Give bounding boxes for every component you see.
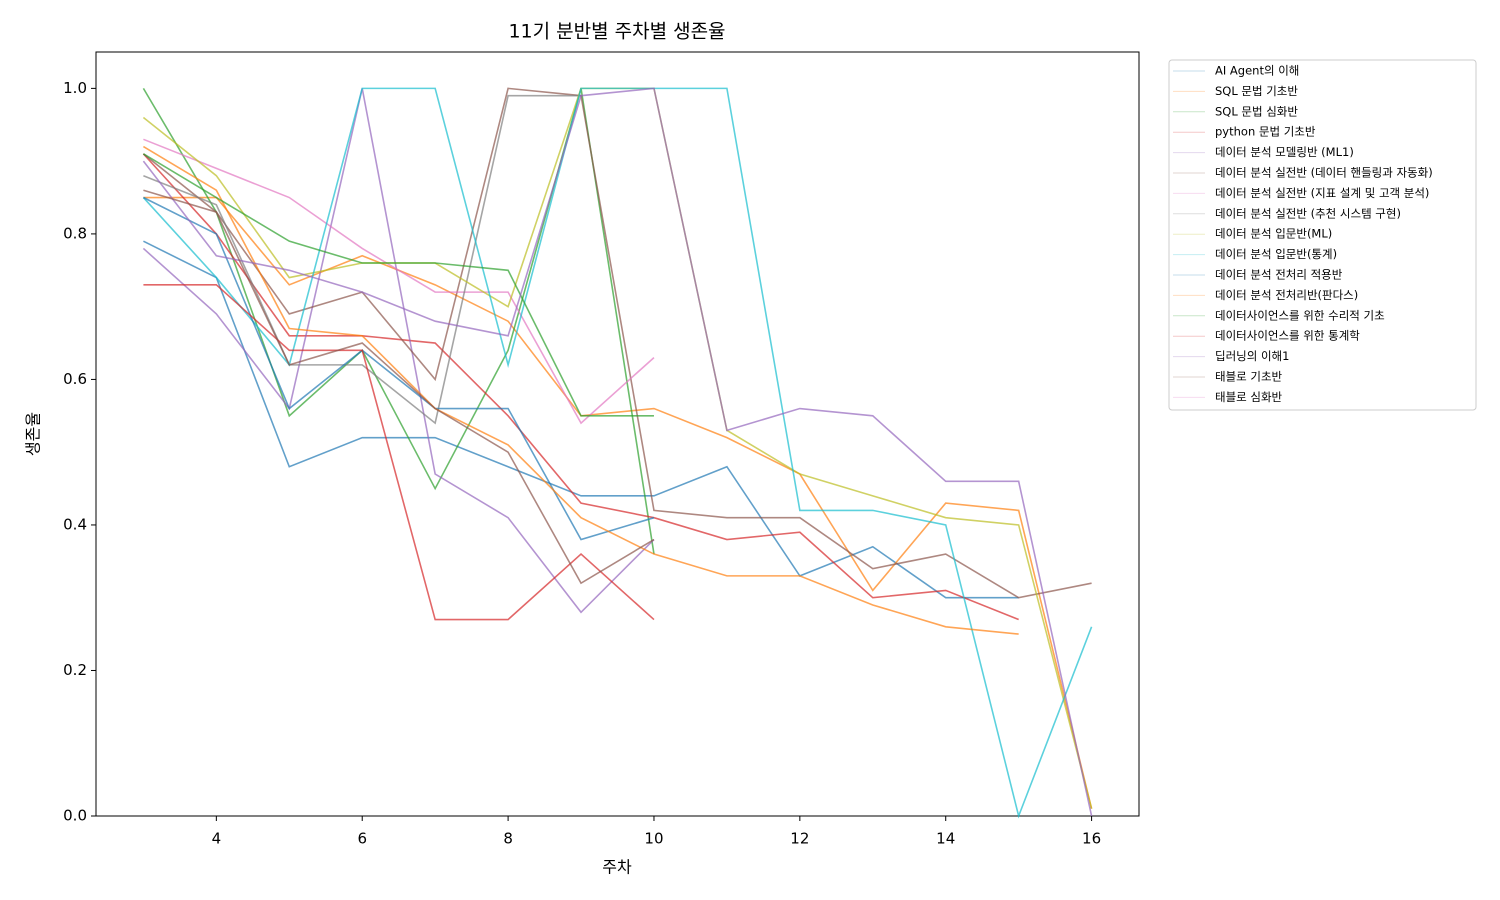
y-tick-label: 0.0 [63, 807, 87, 825]
x-tick-label: 14 [936, 830, 955, 848]
series-line [142, 87, 1093, 819]
series-line [143, 196, 655, 541]
chart-title: 11기 분반별 주차별 생존율 [508, 21, 725, 43]
x-tick-label: 6 [357, 830, 367, 848]
y-tick-label: 0.6 [63, 370, 87, 388]
legend-box [1168, 59, 1477, 411]
legend-label: 데이터 분석 실전반 (데이터 핸들링과 자동화) [1215, 166, 1433, 180]
legend-label: 데이터 분석 실전반 (추천 시스템 구현) [1215, 206, 1401, 220]
legend-label: 태블로 기초반 [1215, 370, 1283, 384]
x-axis-label: 주차 [602, 858, 632, 877]
series-line [143, 94, 582, 425]
x-tick-label: 10 [644, 830, 663, 848]
legend-label: SQL 문법 기초반 [1215, 84, 1298, 98]
x-tick-label: 16 [1082, 830, 1101, 848]
legend-label: python 문법 기초반 [1215, 125, 1316, 139]
series-line [142, 87, 1093, 817]
series-line [142, 145, 1019, 635]
series-line [142, 88, 655, 614]
series-line [143, 138, 655, 425]
y-tick-label: 0.4 [63, 515, 87, 533]
y-tick-label: 0.8 [63, 224, 87, 242]
legend-label: SQL 문법 심화반 [1215, 104, 1298, 118]
series-line [143, 284, 655, 621]
series-line [143, 240, 1019, 599]
series-line [142, 153, 1019, 621]
series-line [142, 153, 654, 417]
series-line [142, 87, 1092, 599]
legend-label: 데이터 분석 실전반 (지표 설계 및 고객 분석) [1215, 186, 1429, 200]
x-tick-label: 12 [790, 830, 809, 848]
legend-label: 데이터 분석 모델링반 (ML1) [1215, 145, 1354, 159]
series-line [143, 196, 1093, 809]
legend-label: 딥러닝의 이해1 [1215, 349, 1289, 363]
legend-label: 데이터사이언스를 위한 통계학 [1215, 329, 1360, 343]
legend-label: 데이터 분석 입문반(ML) [1215, 227, 1332, 241]
legend-label: 데이터사이언스를 위한 수리적 기초 [1215, 308, 1385, 322]
y-tick-label: 1.0 [63, 79, 87, 97]
series-line [143, 189, 655, 585]
legend-label: 데이터 분석 전처리 적용반 [1215, 268, 1343, 282]
plot-frame [95, 51, 1140, 817]
y-axis-label: 생존율 [24, 412, 43, 456]
legend-label: AI Agent의 이해 [1215, 64, 1299, 78]
x-tick-label: 8 [503, 830, 513, 848]
legend-label: 데이터 분석 전처리반(판다스) [1215, 288, 1358, 302]
x-tick-label: 4 [212, 830, 222, 848]
legend-label: 데이터 분석 입문반(통계) [1215, 247, 1337, 261]
legend-label: 태블로 심화반 [1215, 390, 1283, 404]
y-tick-label: 0.2 [63, 661, 87, 679]
